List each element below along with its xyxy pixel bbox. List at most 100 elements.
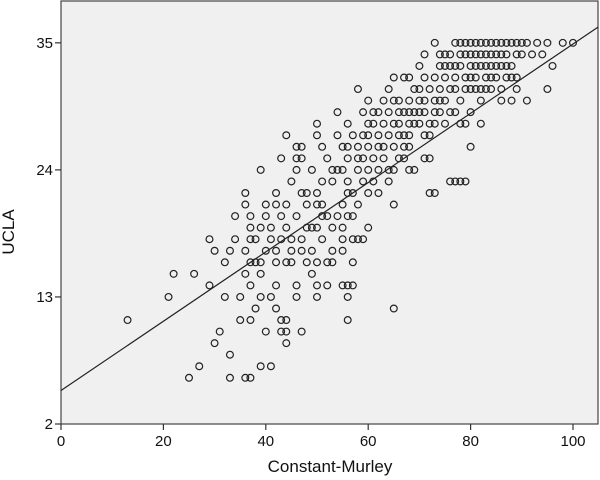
- data-point: [323, 154, 332, 163]
- data-point: [297, 189, 306, 198]
- data-point: [261, 212, 270, 221]
- data-point: [231, 212, 240, 221]
- data-point: [343, 154, 352, 163]
- data-point: [497, 38, 506, 47]
- data-point: [353, 142, 362, 151]
- data-point: [348, 131, 357, 140]
- data-point: [343, 316, 352, 325]
- data-point: [487, 73, 496, 82]
- y-tick-label: 13: [36, 289, 53, 306]
- data-point: [272, 200, 281, 209]
- data-point: [338, 223, 347, 232]
- data-point: [492, 50, 501, 59]
- data-point: [338, 165, 347, 174]
- data-point: [405, 131, 414, 140]
- y-tick-label: 24: [36, 162, 53, 179]
- data-point: [374, 108, 383, 117]
- data-point: [328, 165, 337, 174]
- data-point: [476, 50, 485, 59]
- data-point: [287, 177, 296, 186]
- data-point: [231, 235, 240, 244]
- data-point: [348, 212, 357, 221]
- data-point: [405, 142, 414, 151]
- data-point: [246, 212, 255, 221]
- data-point: [348, 235, 357, 244]
- data-point: [220, 292, 229, 301]
- data-point: [476, 85, 485, 94]
- data-point: [195, 362, 204, 371]
- data-point: [374, 189, 383, 198]
- data-point: [451, 38, 460, 47]
- data-point: [481, 38, 490, 47]
- data-point: [456, 50, 465, 59]
- data-point: [338, 200, 347, 209]
- data-point: [251, 235, 260, 244]
- data-point: [369, 108, 378, 117]
- data-point: [446, 108, 455, 117]
- data-point: [241, 189, 250, 198]
- data-point: [451, 85, 460, 94]
- data-point: [522, 38, 531, 47]
- data-point: [241, 246, 250, 255]
- data-point: [364, 96, 373, 105]
- x-tick-label: 40: [257, 433, 274, 450]
- data-point: [558, 38, 567, 47]
- data-point: [277, 316, 286, 325]
- data-point: [307, 223, 316, 232]
- data-point: [364, 119, 373, 128]
- data-point: [343, 281, 352, 290]
- data-point: [400, 131, 409, 140]
- data-point: [246, 258, 255, 267]
- data-point: [241, 373, 250, 382]
- data-point: [497, 50, 506, 59]
- data-point: [420, 108, 429, 117]
- data-point: [364, 131, 373, 140]
- data-point: [389, 96, 398, 105]
- data-point: [492, 38, 501, 47]
- data-point: [400, 154, 409, 163]
- data-point: [328, 246, 337, 255]
- x-axis: 0 20 40 60 80 100: [57, 424, 586, 450]
- data-point: [415, 61, 424, 70]
- data-point: [415, 85, 424, 94]
- data-point: [323, 258, 332, 267]
- data-point: [338, 246, 347, 255]
- data-point: [277, 154, 286, 163]
- data-point: [543, 38, 552, 47]
- data-point: [364, 142, 373, 151]
- data-point: [502, 61, 511, 70]
- data-point: [313, 131, 322, 140]
- data-point: [343, 212, 352, 221]
- data-point: [415, 96, 424, 105]
- data-point: [225, 350, 234, 359]
- data-point: [481, 73, 490, 82]
- data-point: [359, 131, 368, 140]
- data-point: [318, 200, 327, 209]
- data-point: [282, 327, 291, 336]
- data-point: [481, 50, 490, 59]
- data-point: [451, 61, 460, 70]
- data-point: [420, 50, 429, 59]
- data-point: [348, 189, 357, 198]
- data-point: [328, 223, 337, 232]
- data-point: [246, 223, 255, 232]
- data-point: [548, 61, 557, 70]
- data-point: [256, 292, 265, 301]
- data-point: [461, 119, 470, 128]
- data-point: [205, 281, 214, 290]
- data-point: [461, 177, 470, 186]
- data-point: [410, 108, 419, 117]
- data-point: [461, 73, 470, 82]
- data-point: [313, 292, 322, 301]
- data-point: [471, 38, 480, 47]
- data-point: [313, 189, 322, 198]
- x-axis-title: Constant-Murley: [268, 457, 393, 476]
- data-point: [476, 119, 485, 128]
- data-point: [441, 73, 450, 82]
- data-point: [461, 38, 470, 47]
- data-point: [435, 96, 444, 105]
- data-point: [415, 108, 424, 117]
- data-point: [538, 50, 547, 59]
- data-point: [425, 85, 434, 94]
- data-point: [256, 165, 265, 174]
